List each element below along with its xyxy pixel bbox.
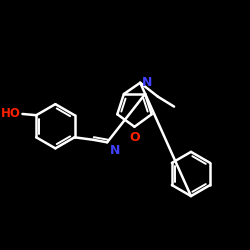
Text: N: N xyxy=(110,144,120,156)
Text: N: N xyxy=(142,76,152,89)
Text: HO: HO xyxy=(1,108,21,120)
Text: O: O xyxy=(129,131,140,144)
